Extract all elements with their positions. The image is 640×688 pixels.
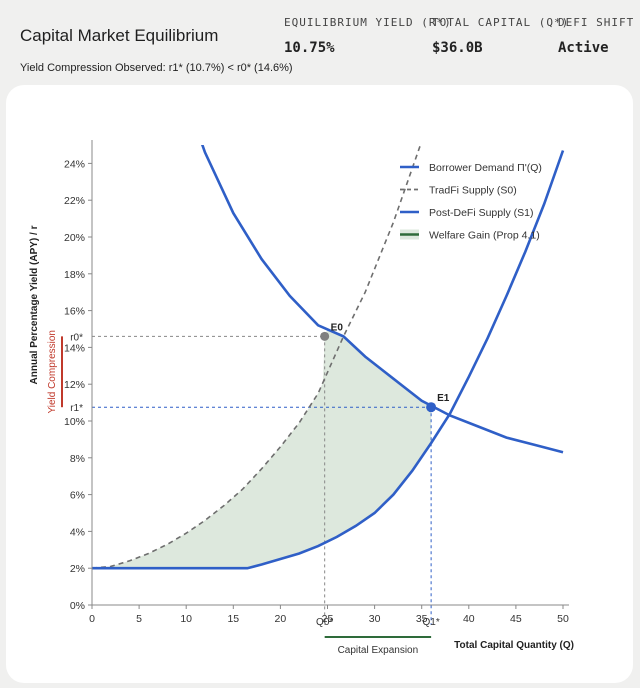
series-post-defi-supply [92,150,565,570]
y-tick-label: 14% [64,342,85,354]
y-tick-label: 4% [70,526,85,538]
metric-label: DEFI SHIFT [558,16,635,29]
x-tick-label: 5 [136,613,142,625]
y-tick-label: 22% [64,195,85,207]
chart-card: 0% 2% 4% 6% 8% 10% 12% 14% 16% 18% 20% 22% 24% 0 5 10 15… [6,85,633,683]
x-tick-label: 10 [180,613,192,625]
equilibrium-point-e1 [426,402,437,413]
equilibrium-point-e0 [320,331,330,341]
metric-equilibrium-yield: EQUILIBRIUM YIELD (R*) 10.75% [284,16,452,56]
series-tradfi-supply [92,145,422,569]
x-tick-label: 35 [416,613,428,625]
x-tick-label: 15 [227,613,239,625]
metric-value: $36.0B [432,40,483,56]
y-tick-label: 2% [70,563,85,575]
y-tick-label: 12% [64,379,85,391]
q1-marker-label: Q1* [423,617,440,628]
yield-compression-summary: Yield Compression Observed: r1* (10.7%) … [20,62,293,74]
equilibrium-label-e0: E0 [331,322,344,333]
metric-defi-shift: DEFI SHIFT Active [558,16,634,56]
x-tick-label: 45 [510,613,522,625]
capital-expansion-label: Capital Expansion [338,645,419,656]
y-tick-label: 6% [70,490,85,502]
x-tick-label: 50 [557,613,569,625]
x-tick-label: 0 [89,613,95,625]
metric-label: EQUILIBRIUM YIELD (R*) [284,16,452,29]
legend-label-2: Post-DeFi Supply (S1) [429,207,533,219]
x-axis-title: Total Capital Quantity (Q) [454,640,574,651]
y-tick-label: 0% [70,600,85,612]
metric-label: TOTAL CAPITAL (Q*) [432,16,570,29]
y-tick-label: 24% [64,158,85,170]
equilibrium-chart: 0% 2% 4% 6% 8% 10% 12% 14% 16% 18% 20% 22% 24% 0 5 10 15… [29,140,574,656]
x-tick-label: 25 [322,613,334,625]
series-borrower-demand [200,145,564,454]
x-tick-label: 30 [369,613,381,625]
y-tick-label: 18% [64,269,85,281]
metric-total-capital: TOTAL CAPITAL (Q*) $36.0B [432,16,569,56]
legend-label-3: Welfare Gain (Prop 4.1) [429,230,540,242]
y-tick-label: 8% [70,453,85,465]
r0-marker-label: r0* [70,332,83,343]
y-tick-label: 10% [64,416,85,428]
metric-value: Active [558,40,609,56]
x-tick-label: 40 [463,613,475,625]
yield-compression-label: Yield Compression [47,330,58,414]
metric-value: 10.75% [284,40,335,56]
legend-label-1: TradFi Supply (S0) [429,185,517,197]
x-tick-label: 20 [275,613,287,625]
q0-marker-label: Q0* [316,617,333,628]
page-title: Capital Market Equilibrium [20,26,219,45]
y-tick-label: 20% [64,232,85,244]
y-tick-label: 16% [64,306,85,318]
y-axis-title: Annual Percentage Yield (APY) / r [29,225,40,384]
legend-label-0: Borrower Demand Π'(Q) [429,162,542,174]
welfare-gain-area [92,329,432,569]
equilibrium-label-e1: E1 [437,393,450,404]
r1-marker-label: r1* [70,403,83,414]
